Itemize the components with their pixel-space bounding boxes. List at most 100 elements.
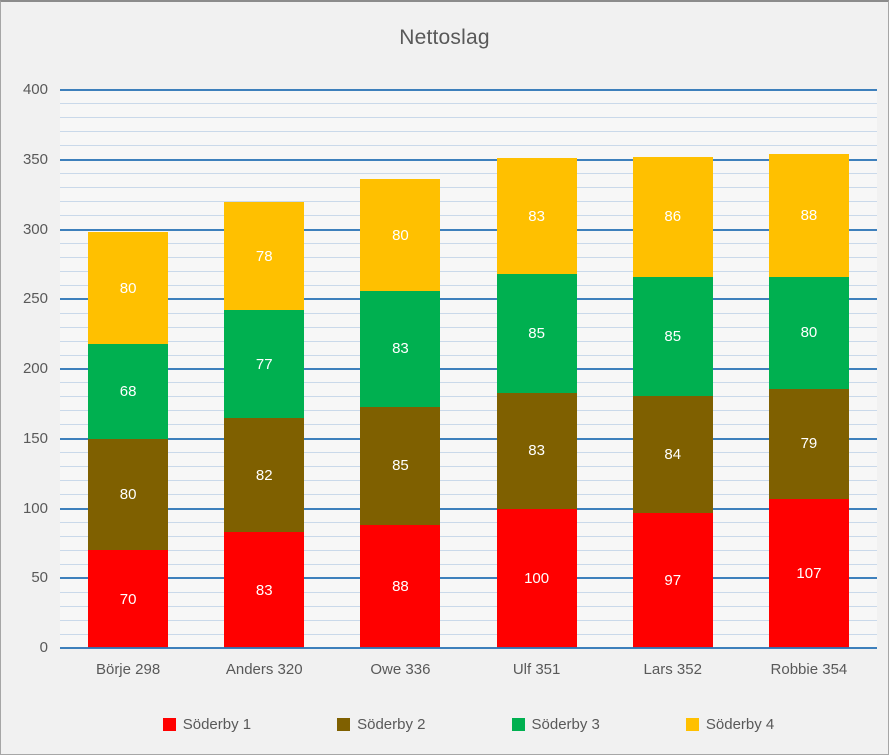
- minor-gridline: [60, 619, 877, 621]
- bar-segment-s-derby-2-ulf-351[interactable]: 83: [496, 392, 577, 509]
- bar-segment-s-derby-4-robbie-354[interactable]: 88: [768, 154, 849, 277]
- minor-gridline: [60, 521, 877, 523]
- bar-data-label: 85: [528, 324, 545, 342]
- minor-gridline: [60, 284, 877, 286]
- minor-gridline: [60, 187, 877, 189]
- major-gridline: [60, 89, 877, 91]
- bar-data-label: 78: [255, 247, 273, 265]
- bar-stack-anders-320: 83 82 77 78: [224, 90, 305, 648]
- x-axis-label-ulf-351: Ulf 351: [512, 661, 561, 678]
- y-axis-tick-label: 0: [39, 639, 48, 656]
- y-axis-tick-label: 200: [22, 360, 48, 377]
- legend-swatch-icon: [511, 717, 525, 731]
- minor-gridline: [60, 117, 877, 119]
- legend-item-s-derby-1[interactable]: Söderby 1: [162, 715, 252, 733]
- bar-segment-s-derby-3-ulf-351[interactable]: 85: [496, 274, 577, 393]
- bar-stack-robbie-354: 107 79 80 88: [768, 90, 849, 648]
- minor-gridline: [60, 242, 877, 244]
- x-axis-label-robbie-354: Robbie 354: [770, 661, 848, 678]
- bar-data-label: 70: [119, 590, 137, 608]
- legend-label: Söderby 3: [531, 715, 600, 733]
- major-gridline: [60, 507, 877, 510]
- legend-item-s-derby-4[interactable]: Söderby 4: [685, 715, 775, 733]
- minor-gridline: [60, 256, 877, 258]
- bar-segment-s-derby-2-b-rje-298[interactable]: 80: [88, 438, 169, 551]
- legend-label: Söderby 2: [357, 715, 426, 733]
- legend: Söderby 1 Söderby 2 Söderby 3 Söderby 4: [60, 710, 877, 738]
- bar-data-label: 80: [119, 486, 137, 504]
- bar-data-label: 79: [800, 435, 818, 453]
- bar-stack-b-rje-298: 70 80 68 80: [88, 90, 169, 648]
- bar-data-label: 82: [255, 466, 273, 484]
- legend-item-s-derby-2[interactable]: Söderby 2: [337, 715, 426, 733]
- y-axis-tick-label: 400: [22, 81, 48, 98]
- bar-data-label: 88: [800, 207, 818, 225]
- minor-gridline: [60, 145, 877, 147]
- legend-label: Söderby 1: [182, 715, 252, 733]
- minor-gridline: [60, 215, 877, 217]
- minor-gridline: [60, 549, 877, 551]
- minor-gridline: [60, 340, 877, 342]
- legend-swatch-icon: [337, 717, 351, 731]
- minor-gridline: [60, 535, 877, 537]
- bar-segment-s-derby-3-lars-352[interactable]: 85: [632, 276, 713, 396]
- bar-segment-s-derby-4-anders-320[interactable]: 78: [224, 201, 305, 311]
- minor-gridline: [60, 591, 877, 593]
- minor-gridline: [60, 633, 877, 635]
- major-gridline: [60, 228, 877, 231]
- minor-gridline: [60, 424, 877, 426]
- y-axis-tick-label: 100: [22, 499, 48, 517]
- minor-gridline: [60, 480, 877, 482]
- bar-segment-s-derby-2-anders-320[interactable]: 82: [224, 417, 305, 533]
- bar-segment-s-derby-3-robbie-354[interactable]: 80: [768, 276, 849, 389]
- bar-segment-s-derby-1-lars-352[interactable]: 97: [632, 512, 713, 648]
- bar-segment-s-derby-3-b-rje-298[interactable]: 68: [88, 343, 169, 439]
- bar-segment-s-derby-1-b-rje-298[interactable]: 70: [88, 550, 169, 648]
- legend-label: Söderby 4: [705, 715, 775, 733]
- bar-segment-s-derby-2-owe-336[interactable]: 85: [360, 406, 441, 526]
- bar-segment-s-derby-3-anders-320[interactable]: 77: [224, 310, 305, 418]
- x-axis-label-b-rje-298: Börje 298: [95, 661, 161, 678]
- bar-data-label: 107: [796, 564, 822, 582]
- bar-segment-s-derby-1-owe-336[interactable]: 88: [360, 525, 441, 648]
- bar-segment-s-derby-2-lars-352[interactable]: 84: [632, 395, 713, 513]
- x-axis-label-lars-352: Lars 352: [643, 661, 702, 678]
- major-gridline: [60, 158, 877, 161]
- y-axis-tick-label: 150: [22, 429, 48, 447]
- bar-segment-s-derby-4-lars-352[interactable]: 86: [632, 156, 713, 277]
- bar-stack-lars-352: 97 84 85 86: [632, 90, 713, 648]
- bar-data-label: 97: [664, 571, 682, 589]
- bar-data-label: 100: [524, 569, 550, 587]
- minor-gridline: [60, 382, 877, 384]
- minor-gridline: [60, 494, 877, 496]
- minor-gridline: [60, 410, 877, 412]
- minor-gridline: [60, 201, 877, 203]
- bar-data-label: 88: [392, 578, 409, 596]
- y-axis-tick-label: 350: [22, 150, 48, 168]
- bar-data-label: 83: [528, 442, 545, 460]
- bar-segment-s-derby-2-robbie-354[interactable]: 79: [768, 388, 849, 499]
- bar-data-label: 83: [255, 581, 273, 599]
- plot-area: 70 80 68 80 83 82 77 78 88 85 83 80 100 83 85 83 97 84 85 8…: [60, 89, 877, 649]
- bar-data-label: 86: [664, 208, 682, 226]
- minor-gridline: [60, 354, 877, 356]
- legend-swatch-icon: [162, 717, 176, 731]
- bar-segment-s-derby-4-b-rje-298[interactable]: 80: [88, 232, 169, 344]
- bar-data-label: 80: [119, 279, 137, 297]
- bar-data-label: 83: [528, 207, 545, 225]
- minor-gridline: [60, 326, 877, 328]
- bar-segment-s-derby-1-robbie-354[interactable]: 107: [768, 498, 849, 648]
- major-gridline: [60, 577, 877, 580]
- y-axis-tick-label: 250: [22, 290, 48, 308]
- minor-gridline: [60, 563, 877, 565]
- bar-segment-s-derby-3-owe-336[interactable]: 83: [360, 290, 441, 407]
- legend-item-s-derby-3[interactable]: Söderby 3: [511, 715, 600, 733]
- minor-gridline: [60, 270, 877, 272]
- bar-segment-s-derby-4-ulf-351[interactable]: 83: [496, 158, 577, 275]
- bar-data-label: 68: [119, 382, 137, 400]
- bar-data-label: 85: [392, 457, 409, 475]
- bar-segment-s-derby-1-ulf-351[interactable]: 100: [496, 508, 577, 648]
- minor-gridline: [60, 466, 877, 468]
- bar-segment-s-derby-1-anders-320[interactable]: 83: [224, 532, 305, 648]
- bar-segment-s-derby-4-owe-336[interactable]: 80: [360, 179, 441, 291]
